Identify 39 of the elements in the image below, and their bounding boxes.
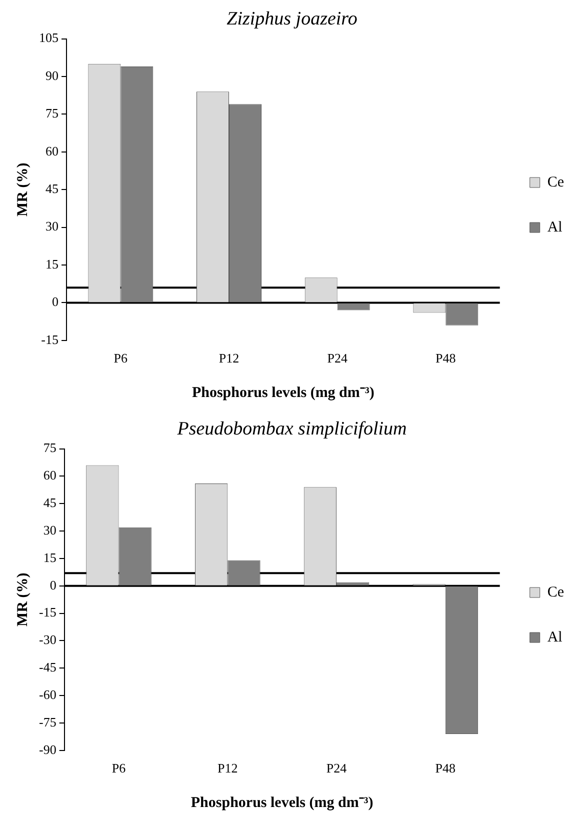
- y-tick-label: -60: [38, 686, 56, 702]
- x-tick-label: P6: [114, 350, 128, 366]
- y-tick-label: -90: [38, 742, 56, 757]
- x-tick-label: P6: [112, 760, 126, 776]
- x-tick-label: P24: [326, 760, 348, 776]
- y-tick-label: -15: [41, 332, 58, 347]
- y-tick-label: 60: [46, 143, 58, 158]
- legend-label: Al: [547, 629, 562, 646]
- x-axis-title: Phosphorus levels (mg dm⁻³): [190, 794, 374, 811]
- y-tick-label: -30: [38, 632, 56, 648]
- x-axis-title: Phosphorus levels (mg dm⁻³): [192, 384, 374, 401]
- y-tick-label: 30: [46, 218, 58, 234]
- x-tick-label: P24: [327, 350, 348, 366]
- y-tick-label: 30: [43, 522, 56, 538]
- legend-label: Al: [547, 219, 562, 236]
- y-tick-label: 0: [52, 294, 58, 310]
- y-tick-label: 45: [43, 495, 56, 510]
- y-tick-label: 45: [46, 181, 58, 196]
- y-axis-title: MR (%): [14, 162, 31, 216]
- y-tick-label: -45: [38, 660, 56, 675]
- chart-title: Pseudobombax simplicifolium: [176, 418, 407, 440]
- y-tick-label: 105: [39, 30, 58, 46]
- y-tick-label: 75: [46, 106, 58, 121]
- y-tick-label: -75: [38, 714, 56, 730]
- x-tick-label: P12: [218, 760, 238, 776]
- x-tick-label: P48: [435, 760, 456, 776]
- chart-title: Ziziphus joazeiro: [226, 8, 358, 30]
- y-tick-label: -15: [38, 604, 56, 620]
- x-tick-label: P48: [436, 350, 456, 366]
- y-axis-title: MR (%): [14, 572, 31, 626]
- y-tick-label: 90: [46, 68, 58, 83]
- legend-label: Ce: [547, 584, 564, 600]
- x-tick-label: P12: [218, 350, 240, 366]
- y-tick-label: 15: [43, 550, 56, 565]
- y-tick-label: 0: [50, 577, 56, 592]
- legend-label: Ce: [547, 174, 564, 190]
- y-tick-label: 60: [43, 468, 56, 483]
- y-tick-label: 75: [43, 440, 56, 456]
- y-tick-label: 15: [46, 256, 58, 272]
